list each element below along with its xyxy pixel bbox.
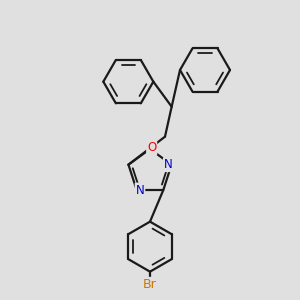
Text: O: O [147, 142, 156, 154]
Text: N: N [136, 184, 144, 196]
Text: N: N [164, 158, 172, 171]
Text: Br: Br [143, 278, 157, 291]
